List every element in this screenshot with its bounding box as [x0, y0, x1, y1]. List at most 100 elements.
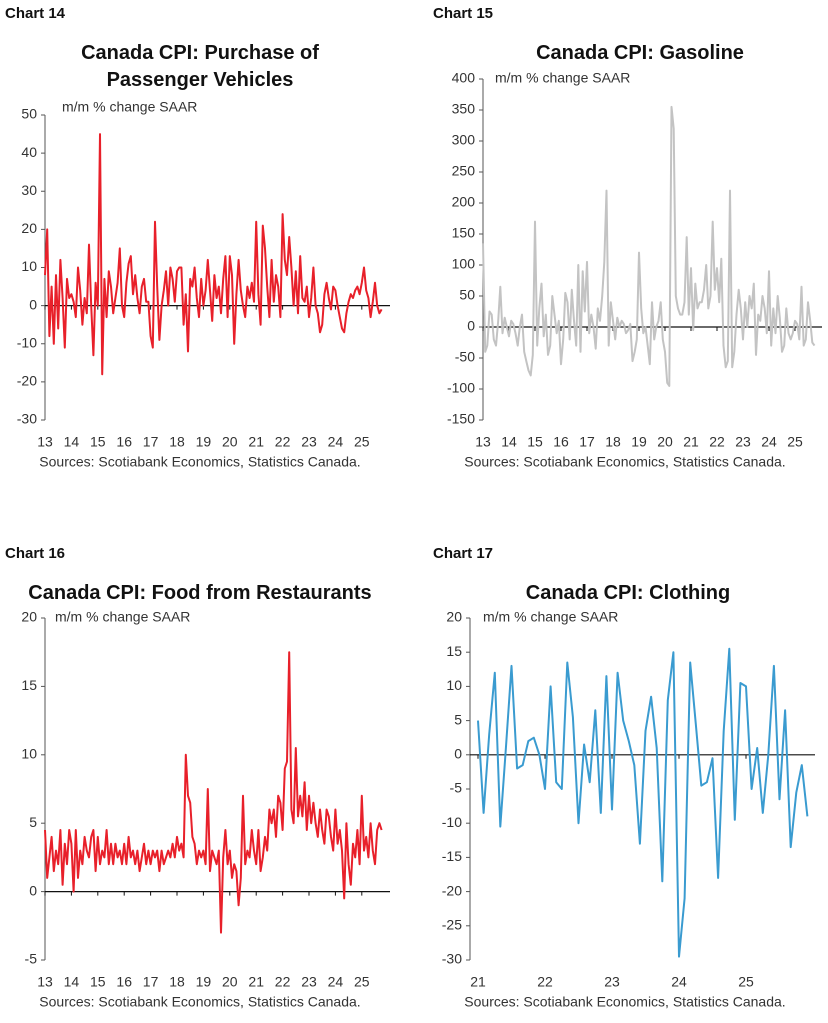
y-tick-label: -150 — [447, 411, 475, 427]
x-tick-label: 19 — [196, 434, 212, 450]
chart-title: Canada CPI: Food from Restaurants — [28, 582, 372, 604]
x-tick-label: 16 — [116, 434, 132, 450]
x-tick-label: 14 — [501, 434, 517, 450]
x-tick-label: 22 — [709, 434, 725, 450]
x-tick-label: 13 — [37, 974, 53, 990]
x-tick-label: 24 — [328, 974, 344, 990]
x-tick-label: 18 — [169, 434, 185, 450]
y-tick-label: 200 — [452, 194, 476, 210]
unit-label: m/m % change SAAR — [483, 609, 618, 625]
y-tick-label: 400 — [452, 70, 476, 86]
y-tick-label: -5 — [450, 780, 463, 796]
y-tick-label: 40 — [21, 144, 37, 160]
y-tick-label: -15 — [442, 848, 462, 864]
y-tick-label: 10 — [21, 258, 37, 274]
chart-title: Canada CPI: Purchase of Passenger Vehicl… — [81, 42, 319, 91]
y-tick-label: -10 — [17, 334, 37, 350]
y-tick-label: 50 — [459, 287, 475, 303]
x-tick-label: 17 — [143, 434, 159, 450]
x-tick-label: 13 — [37, 434, 53, 450]
chart-label: Chart 17 — [433, 545, 494, 562]
x-tick-label: 23 — [604, 974, 620, 990]
y-tick-label: 250 — [452, 163, 476, 179]
x-tick-label: 24 — [761, 434, 777, 450]
y-tick-label: -10 — [442, 814, 462, 830]
unit-label: m/m % change SAAR — [495, 70, 630, 86]
source-note: Sources: Scotiabank Economics, Statistic… — [464, 454, 785, 470]
y-tick-label: 100 — [452, 256, 476, 272]
x-tick-label: 25 — [738, 974, 754, 990]
chart-title: Canada CPI: Gasoline — [536, 42, 744, 64]
y-tick-label: 10 — [21, 746, 37, 762]
x-tick-label: 22 — [275, 974, 291, 990]
y-tick-label: -5 — [25, 951, 38, 967]
x-tick-label: 18 — [605, 434, 621, 450]
x-tick-label: 21 — [248, 974, 264, 990]
data-line — [477, 647, 809, 958]
y-tick-label: 20 — [21, 609, 37, 625]
x-tick-label: 13 — [475, 434, 491, 450]
y-tick-label: 20 — [21, 220, 37, 236]
x-tick-label: 19 — [196, 974, 212, 990]
source-note: Sources: Scotiabank Economics, Statistic… — [464, 994, 785, 1010]
y-tick-label: -50 — [455, 349, 475, 365]
y-tick-label: -20 — [17, 373, 37, 389]
y-tick-label: 10 — [446, 677, 462, 693]
x-tick-label: 14 — [64, 974, 80, 990]
unit-label: m/m % change SAAR — [55, 609, 190, 625]
x-tick-label: 23 — [301, 974, 317, 990]
y-tick-label: 350 — [452, 101, 476, 117]
y-tick-label: 50 — [21, 106, 37, 122]
x-tick-label: 20 — [657, 434, 673, 450]
y-tick-label: 30 — [21, 182, 37, 198]
x-tick-label: 15 — [90, 974, 106, 990]
x-tick-label: 24 — [671, 974, 687, 990]
x-tick-label: 21 — [683, 434, 699, 450]
y-tick-label: 15 — [446, 643, 462, 659]
y-tick-label: -20 — [442, 882, 462, 898]
y-tick-label: 0 — [29, 296, 37, 312]
chart-label: Chart 15 — [433, 5, 494, 22]
y-tick-label: 150 — [452, 225, 476, 241]
y-tick-label: -25 — [442, 917, 462, 933]
x-tick-label: 15 — [90, 434, 106, 450]
x-tick-label: 23 — [301, 434, 317, 450]
y-tick-label: 300 — [452, 132, 476, 148]
x-tick-label: 20 — [222, 974, 238, 990]
data-line — [44, 133, 383, 376]
y-tick-label: 0 — [454, 746, 462, 762]
x-tick-label: 21 — [470, 974, 486, 990]
y-tick-label: -30 — [442, 951, 462, 967]
source-note: Sources: Scotiabank Economics, Statistic… — [39, 454, 360, 470]
y-tick-label: 15 — [21, 677, 37, 693]
data-line — [44, 651, 383, 934]
unit-label: m/m % change SAAR — [62, 99, 197, 115]
x-tick-label: 25 — [354, 434, 370, 450]
x-tick-label: 17 — [143, 974, 159, 990]
x-tick-label: 16 — [116, 974, 132, 990]
y-tick-label: 5 — [29, 814, 37, 830]
x-tick-label: 14 — [64, 434, 80, 450]
y-tick-label: 20 — [446, 609, 462, 625]
x-tick-label: 25 — [787, 434, 803, 450]
source-note: Sources: Scotiabank Economics, Statistic… — [39, 994, 360, 1010]
x-tick-label: 20 — [222, 434, 238, 450]
x-tick-label: 19 — [631, 434, 647, 450]
x-tick-label: 23 — [735, 434, 751, 450]
x-tick-label: 22 — [275, 434, 291, 450]
x-tick-label: 25 — [354, 974, 370, 990]
y-tick-label: -30 — [17, 411, 37, 427]
x-tick-label: 18 — [169, 974, 185, 990]
x-tick-label: 17 — [579, 434, 595, 450]
y-tick-label: -100 — [447, 380, 475, 396]
x-tick-label: 16 — [553, 434, 569, 450]
y-tick-label: 0 — [467, 318, 475, 334]
x-tick-label: 21 — [248, 434, 264, 450]
chart-label: Chart 14 — [5, 5, 66, 22]
data-line — [482, 105, 816, 387]
x-tick-label: 24 — [328, 434, 344, 450]
x-tick-label: 15 — [527, 434, 543, 450]
y-tick-label: 5 — [454, 711, 462, 727]
